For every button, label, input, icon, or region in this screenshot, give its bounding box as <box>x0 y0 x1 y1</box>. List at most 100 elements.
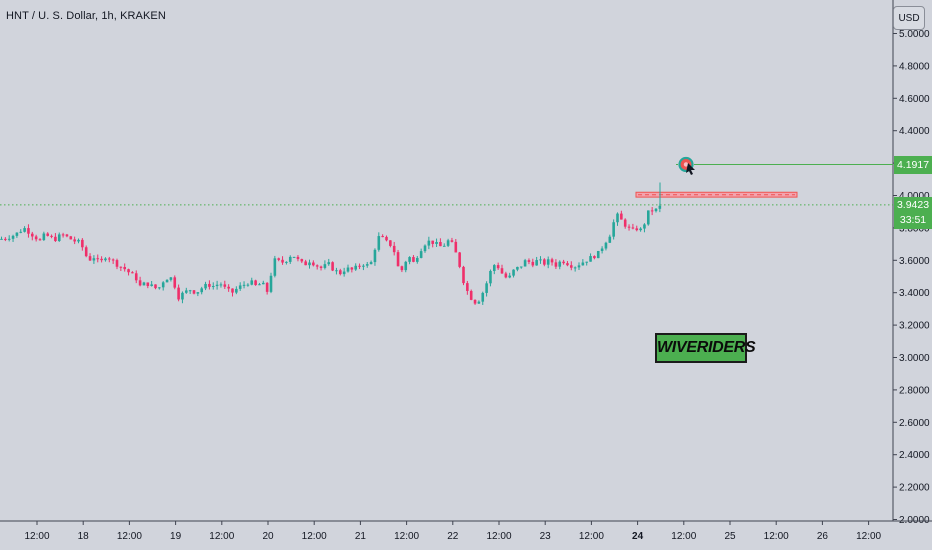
candle-body <box>335 270 338 272</box>
candle-body <box>277 258 280 260</box>
candle-body <box>300 259 304 262</box>
candle-body <box>527 260 531 262</box>
candle-body <box>600 248 604 251</box>
candle-body <box>404 261 408 271</box>
candle-body <box>639 228 642 231</box>
candle-body <box>161 282 165 288</box>
x-tick-label: 25 <box>724 531 736 542</box>
candle-body <box>612 222 615 237</box>
candle-body <box>154 284 157 289</box>
x-tick-label: 12:00 <box>209 531 234 542</box>
candle-body <box>466 283 469 291</box>
candle-body <box>589 256 592 262</box>
x-tick-label: 12:00 <box>394 531 419 542</box>
y-tick-label: 2.8000 <box>899 385 930 396</box>
candle-body <box>65 234 69 237</box>
currency-button[interactable]: USD <box>893 6 925 30</box>
candle-body <box>365 264 369 266</box>
candle-body <box>100 258 103 261</box>
candle-body <box>181 292 184 300</box>
candle-body <box>396 252 400 267</box>
candle-body <box>262 282 265 285</box>
x-tick-label: 12:00 <box>117 531 142 542</box>
candle-body <box>131 272 134 274</box>
target-price-label: 4.1917 <box>894 156 932 174</box>
candle-body <box>616 213 619 223</box>
candle-body <box>242 284 246 286</box>
candle-body <box>596 250 600 259</box>
candle-body <box>285 261 288 263</box>
y-tick-label: 2.4000 <box>899 450 930 461</box>
x-tick-label: 12:00 <box>579 531 604 542</box>
candle-body <box>400 266 404 271</box>
candle-body <box>419 251 423 258</box>
candle-body <box>581 262 585 266</box>
candle-body <box>631 227 635 229</box>
x-tick-label: 12:00 <box>856 531 881 542</box>
candle-body <box>23 228 26 232</box>
candle-body <box>7 238 11 240</box>
candle-body <box>134 273 138 281</box>
candle-body <box>200 288 203 293</box>
candle-body <box>654 208 658 212</box>
candle-body <box>115 260 119 267</box>
candle-body <box>489 270 492 284</box>
candle-body <box>650 210 654 212</box>
candle-body <box>454 241 458 253</box>
x-tick-label: 24 <box>632 531 644 542</box>
candle-body <box>38 239 42 241</box>
candle-body <box>265 282 269 292</box>
candle-body <box>188 290 192 292</box>
candle-body <box>127 269 130 273</box>
candle-body <box>84 247 88 257</box>
y-tick-label: 2.2000 <box>899 483 930 494</box>
candle-body <box>577 265 581 268</box>
candle-body <box>269 275 273 292</box>
candle-body <box>142 282 146 286</box>
x-tick-label: 20 <box>262 531 274 542</box>
candle-body <box>315 265 319 267</box>
candle-body <box>531 261 535 266</box>
candle-body <box>258 284 261 286</box>
candle-body <box>412 257 415 262</box>
candle-body <box>331 262 334 271</box>
x-tick-label: 26 <box>817 531 829 542</box>
candle-body <box>373 249 377 263</box>
candle-body <box>292 256 296 258</box>
candle-body <box>350 267 354 270</box>
candle-body <box>473 299 477 304</box>
candle-body <box>208 283 211 287</box>
candle-body <box>435 241 438 244</box>
candle-body <box>627 226 631 228</box>
candle-body <box>512 269 515 276</box>
candle-body <box>46 233 49 236</box>
candle-body <box>138 280 142 286</box>
candle-body <box>0 238 3 240</box>
candle-body <box>81 239 84 248</box>
candle-body <box>500 268 504 274</box>
candle-body <box>477 301 481 304</box>
x-tick-label: 19 <box>170 531 182 542</box>
candle-body <box>543 259 546 265</box>
candle-body <box>416 257 419 262</box>
candle-body <box>450 240 454 242</box>
y-tick-label: 4.8000 <box>899 61 930 72</box>
candle-body <box>4 238 7 240</box>
x-tick-label: 12:00 <box>671 531 696 542</box>
symbol-title: HNT / U. S. Dollar, 1h, KRAKEN <box>6 10 166 22</box>
candle-body <box>339 270 342 275</box>
current-price-label: 3.9423 <box>896 199 930 211</box>
candle-body <box>539 259 542 261</box>
candle-body <box>485 283 488 293</box>
candle-body <box>192 290 196 294</box>
candle-body <box>31 233 34 237</box>
candle-body <box>27 228 30 234</box>
candle-body <box>608 236 612 243</box>
candle-body <box>296 256 300 260</box>
candle-body <box>173 277 177 288</box>
candle-body <box>504 273 508 278</box>
y-tick-label: 4.6000 <box>899 94 930 105</box>
candle-body <box>323 264 327 268</box>
